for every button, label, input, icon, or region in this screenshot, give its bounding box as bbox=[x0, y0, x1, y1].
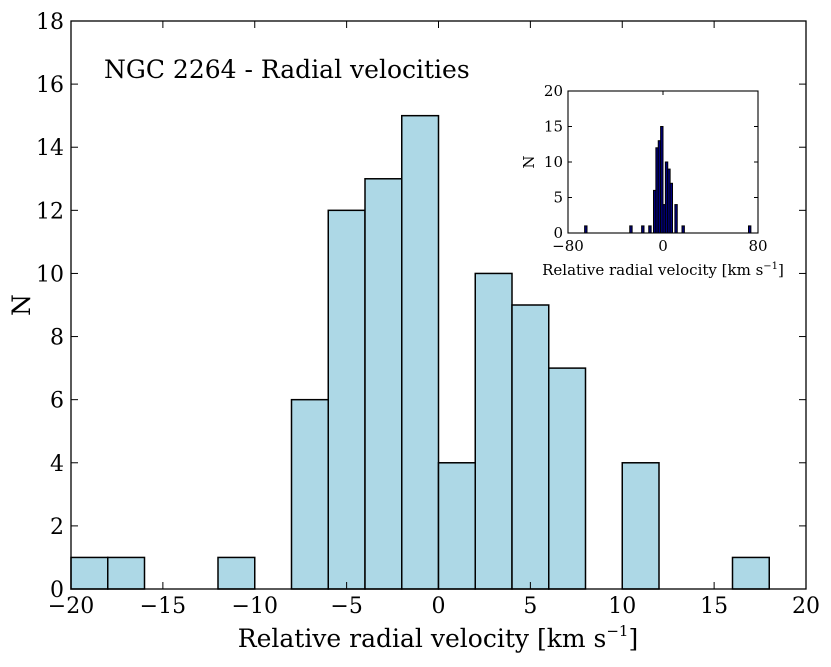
inset-y-tick-label: 5 bbox=[553, 189, 563, 207]
main-y-tick-label: 16 bbox=[36, 73, 64, 98]
inset-x-tick-label: −80 bbox=[552, 237, 584, 255]
main-y-tick-label: 6 bbox=[50, 389, 64, 414]
main-x-tick-label: 15 bbox=[700, 594, 728, 619]
main-bar bbox=[290, 398, 329, 590]
inset-bar bbox=[629, 225, 633, 234]
main-y-tick-label: 2 bbox=[50, 515, 64, 540]
inset-y-ticks: 0 5 10 15 20 bbox=[544, 82, 758, 242]
main-y-tick-label: 0 bbox=[50, 578, 64, 603]
inset-bars bbox=[584, 126, 752, 234]
inset-bar bbox=[669, 182, 673, 234]
inset-bar bbox=[641, 225, 645, 234]
main-bar bbox=[474, 272, 513, 590]
inset-bar bbox=[674, 204, 678, 234]
inset-x-tick-label: 80 bbox=[748, 237, 767, 255]
inset-bar bbox=[681, 225, 685, 234]
inset-y-tick-label: 15 bbox=[544, 118, 563, 136]
main-x-tick-label: −20 bbox=[48, 594, 94, 619]
main-x-tick-label: 10 bbox=[608, 594, 636, 619]
main-x-tick-label: 20 bbox=[792, 594, 820, 619]
main-bar bbox=[731, 556, 770, 590]
main-y-tick-label: 8 bbox=[50, 326, 64, 351]
main-bar bbox=[364, 178, 403, 590]
main-bar bbox=[70, 556, 109, 590]
inset-bar bbox=[648, 225, 652, 234]
main-y-tick-label: 18 bbox=[36, 10, 64, 35]
main-x-tick-label: −15 bbox=[140, 594, 186, 619]
inset-y-tick-label: 0 bbox=[553, 224, 563, 242]
main-x-ticks: −20 −15 −10 −5 0 5 10 15 20 bbox=[48, 21, 820, 619]
main-y-tick-label: 14 bbox=[36, 136, 64, 161]
main-bar bbox=[401, 114, 440, 590]
main-bar bbox=[327, 209, 366, 590]
main-x-tick-label: −5 bbox=[330, 594, 362, 619]
main-y-ticks: 0 2 4 6 8 10 12 14 16 18 bbox=[36, 10, 806, 603]
inset-x-tick-label: 0 bbox=[658, 237, 668, 255]
main-bar bbox=[511, 304, 550, 590]
inset-y-tick-label: 10 bbox=[544, 153, 563, 171]
main-x-tick-label: 0 bbox=[432, 594, 446, 619]
inset-bar bbox=[584, 225, 588, 234]
main-bar bbox=[548, 367, 587, 590]
main-x-tick-label: 5 bbox=[523, 594, 537, 619]
main-bar bbox=[107, 556, 146, 590]
main-bar bbox=[437, 462, 476, 590]
chart-title: NGC 2264 - Radial velocities bbox=[104, 55, 470, 84]
inset-y-tick-label: 20 bbox=[544, 82, 563, 100]
main-y-tick-label: 12 bbox=[36, 199, 64, 224]
y-axis-label: N bbox=[7, 294, 36, 316]
inset-bar bbox=[748, 225, 752, 234]
inset-x-ticks: −80 0 80 bbox=[552, 91, 768, 255]
main-y-tick-label: 10 bbox=[36, 262, 64, 287]
x-axis-label: Relative radial velocity [km s−1] bbox=[238, 622, 638, 653]
main-bars bbox=[70, 114, 770, 590]
main-y-tick-label: 4 bbox=[50, 452, 64, 477]
inset-y-axis-label: N bbox=[520, 155, 538, 168]
main-bar bbox=[217, 556, 256, 590]
main-bar bbox=[621, 462, 660, 590]
inset-x-axis-label: Relative radial velocity [km s−1] bbox=[542, 261, 784, 279]
main-x-tick-label: −10 bbox=[232, 594, 278, 619]
main-histogram: −20 −15 −10 −5 0 5 10 15 20 0 2 4 6 8 10 12 14 16 18 NGC … bbox=[7, 10, 820, 653]
